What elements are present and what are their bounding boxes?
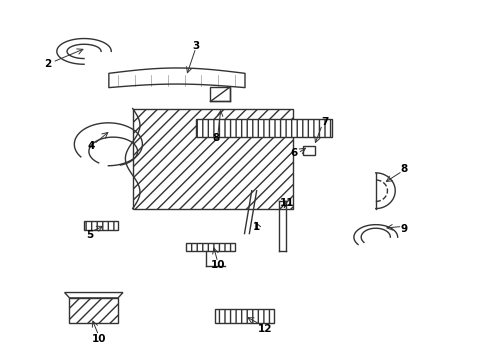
Text: 1: 1 <box>252 222 260 232</box>
Polygon shape <box>84 221 118 230</box>
Text: 6: 6 <box>290 148 297 158</box>
Polygon shape <box>196 119 331 137</box>
Text: 10: 10 <box>91 334 106 344</box>
Polygon shape <box>132 109 292 208</box>
Text: 5: 5 <box>86 230 93 240</box>
Text: 11: 11 <box>280 198 294 208</box>
Text: 4: 4 <box>87 141 95 151</box>
Polygon shape <box>302 146 314 155</box>
Text: 7: 7 <box>321 117 328 127</box>
Polygon shape <box>186 243 234 251</box>
Text: 12: 12 <box>257 324 272 334</box>
Polygon shape <box>210 87 229 102</box>
Polygon shape <box>69 298 118 323</box>
Text: 3: 3 <box>192 41 199 51</box>
Text: 8: 8 <box>400 164 407 174</box>
Text: 10: 10 <box>210 260 224 270</box>
Polygon shape <box>215 309 273 323</box>
Text: 9: 9 <box>400 224 407 234</box>
Text: 8: 8 <box>212 133 220 143</box>
Polygon shape <box>64 293 122 298</box>
Text: 2: 2 <box>44 59 51 69</box>
